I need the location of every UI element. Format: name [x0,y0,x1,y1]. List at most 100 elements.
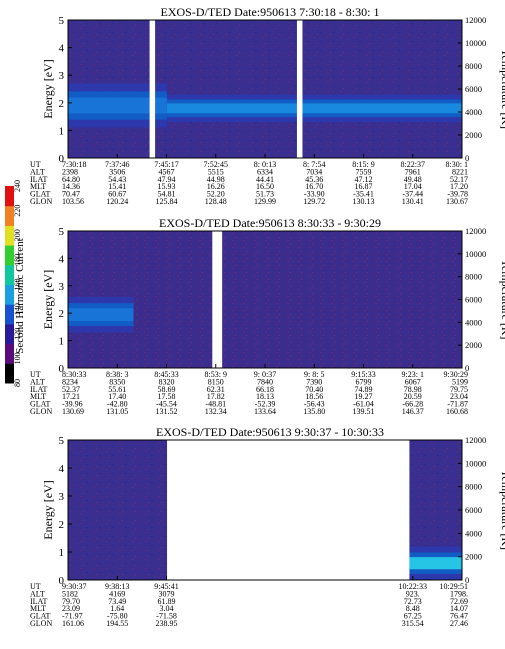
colorbar-tick-label: 160 [13,279,22,291]
colorbar-segment [5,304,14,325]
ephemeris-value: 18.56 [305,392,323,401]
data-gap [212,231,223,368]
ephemeris-value: 44.41 [256,175,274,184]
ephemeris-value: 8320 [159,377,175,386]
ephemeris-value: 7:52:45 [204,160,228,169]
y2-tick-label: 6000 [465,295,482,305]
colorbar-tick-label: 200 [13,229,22,241]
ephemeris-value: 70.47 [62,190,80,199]
ephemeris-value: 17.58 [158,392,176,401]
colorbar-segment [5,245,14,266]
ephemeris-value: -45.54 [156,400,177,409]
ephemeris-value: 58.69 [158,385,176,394]
ephemeris-value: -42.80 [107,400,128,409]
ephemeris-value: 49.48 [404,175,422,184]
data-gap [296,20,303,158]
ephemeris-value: 8: 7:54 [303,160,325,169]
ephemeris-value: -66.28 [402,400,423,409]
ephemeris-row-label: GLAT [30,190,51,199]
panels: EXOS-D/TED Date:950613 7:30:18 - 8:30: 1… [30,5,505,628]
data-gap [167,440,410,580]
y2-tick-label: 4000 [465,528,482,538]
y-axis-label: Energy [eV] [41,480,55,539]
y-tick-label: 2 [59,519,65,531]
panel-3: EXOS-D/TED Date:950613 9:30:37 - 10:30:3… [30,425,505,628]
ephemeris-value: 7:45:17 [154,160,178,169]
ephemeris-value: 7034 [306,167,322,176]
y2-tick-label: 4000 [465,317,482,327]
ephemeris-value: 60.67 [108,190,126,199]
colorbar-tick-label: 220 [13,205,22,217]
y-tick-label: 3 [59,281,65,293]
spectrogram-band-peak [409,557,462,570]
spectrogram-band-peak [68,308,134,321]
colorbar-tick-label: 80 [13,379,22,387]
ephemeris-value: 130.69 [62,407,84,416]
y2-tick-label: 10000 [465,458,486,468]
ephemeris-row-label: UT [30,370,41,379]
ephemeris-value: 67.25 [404,612,422,621]
y2-tick-label: 12000 [465,226,486,236]
ephemeris-value: -33.90 [304,190,325,199]
ephemeris-value: 1798. [450,589,468,598]
ephemeris-row-label: MLT [30,392,46,401]
ephemeris-value: 17.21 [62,392,80,401]
ephemeris-row-label: MLT [30,604,46,613]
ephemeris-value: 23.09 [62,604,80,613]
ephemeris-value: 7:30:18 [62,160,86,169]
y2-tick-label: 2000 [465,552,482,562]
ephemeris-value: 17.82 [207,392,225,401]
y2-tick-label: 6000 [465,505,482,515]
ephemeris-value: 1.64 [110,604,124,613]
ephemeris-value: 18.13 [256,392,274,401]
ephemeris-value: 7559 [356,167,372,176]
ephemeris-value: 62.31 [207,385,225,394]
spectrogram-band-peak [68,97,167,114]
ephemeris-value: 9:15:33 [351,370,375,379]
ephemeris-value: 315.54 [402,619,424,628]
ephemeris-value: 76.47 [450,612,468,621]
ephemeris-row-label: ILAT [30,175,47,184]
ephemeris-value: 14.36 [62,182,80,191]
ephemeris-value: 7961 [405,167,421,176]
ephemeris-value: 73.49 [108,597,126,606]
ephemeris-row-label: GLON [30,619,52,628]
ephemeris-value: 194.55 [106,619,128,628]
ephemeris-value: 23.04 [450,392,468,401]
ephemeris-value: 15.41 [108,182,126,191]
y-tick-label: 0 [59,153,65,165]
ephemeris-value: 133.64 [254,407,276,416]
panel-2: EXOS-D/TED Date:950613 8:30:33 - 9:30:29… [30,216,505,416]
ephemeris-row-label: GLON [30,407,52,416]
ephemeris-value: 135.80 [303,407,325,416]
ephemeris-row-label: GLAT [30,612,51,621]
ephemeris-value: 14.07 [450,604,468,613]
y-tick-label: 3 [59,491,65,503]
ephemeris-row-label: MLT [30,182,46,191]
ephemeris-value: 9:45:41 [154,582,178,591]
ephemeris-value: 17.04 [404,182,422,191]
panel-1: EXOS-D/TED Date:950613 7:30:18 - 8:30: 1… [30,5,505,206]
ephemeris-value: 131.52 [156,407,178,416]
ephemeris-value: 47.94 [158,175,176,184]
ephemeris-value: 72.69 [450,597,468,606]
y2-tick-label: 8000 [465,61,482,71]
ephemeris-value: 8:22:37 [401,160,425,169]
ephemeris-value: -39.96 [62,400,83,409]
ephemeris-value: 129.99 [254,197,276,206]
ephemeris-value: 70.40 [305,385,323,394]
ephemeris-value: 5515 [208,167,224,176]
ephemeris-value: -71.97 [62,612,83,621]
ephemeris-value: -71.58 [156,612,177,621]
ephemeris-value: 8:53: 9 [205,370,227,379]
y-tick-label: 2 [59,98,65,110]
ephemeris-value: 8:38: 3 [106,370,128,379]
ephemeris-value: 9:30:37 [62,582,86,591]
ephemeris-value: 54.43 [108,175,126,184]
y2-tick-label: 6000 [465,84,482,94]
panel-title: EXOS-D/TED Date:950613 8:30:33 - 9:30:29 [159,216,381,230]
colorbar-label: Second Harmonic Current [14,238,26,353]
ephemeris-value: 27.46 [450,619,468,628]
ephemeris-row-label: UT [30,160,41,169]
ephemeris-value: -61.04 [353,400,374,409]
